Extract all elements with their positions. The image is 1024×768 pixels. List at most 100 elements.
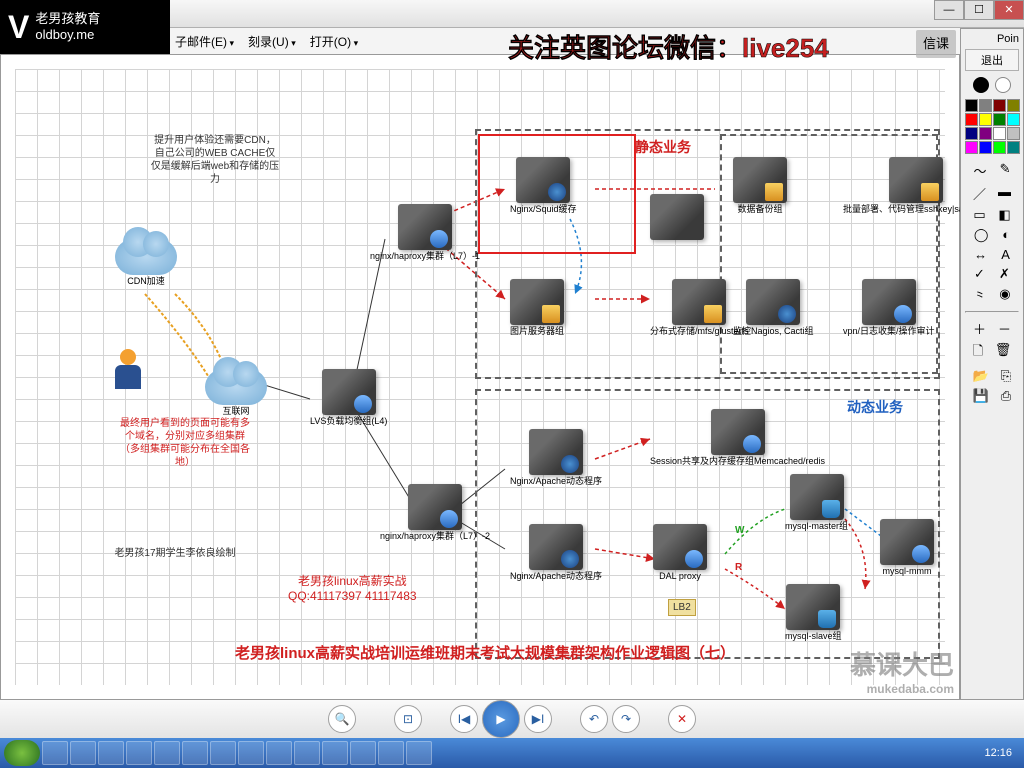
fill-tool-icon[interactable]: ◐ [1002, 227, 1010, 243]
rotate-cw-button[interactable]: ↷ [612, 705, 640, 733]
dal-proxy-server: DAL proxy [653, 524, 707, 582]
w-label: W [735, 524, 744, 537]
color-swatch[interactable] [993, 141, 1006, 154]
fg-color-swatch[interactable] [973, 77, 989, 93]
paint-toolbox: Poin 退出 〜✎ ／▬ ▭◧ ◯◐ ↔A ✓✗ ⺀◉ ＋－ 🗋🗑 📂⎘ 💾⎙ [960, 28, 1024, 700]
user-icon [115, 349, 141, 389]
lb2-label: LB2 [668, 599, 696, 616]
promo-text: 关注英图论坛微信：live254 [508, 28, 829, 65]
taskbar-app-7[interactable] [210, 741, 236, 765]
taskbar-clock[interactable]: 12:16 [976, 747, 1020, 759]
taskbar-app-10[interactable] [294, 741, 320, 765]
color-swatch[interactable] [1007, 141, 1020, 154]
color-palette [963, 99, 1021, 154]
text-tool-icon[interactable]: A [1001, 247, 1010, 262]
mysql-master-server: mysql-master组 [785, 474, 848, 532]
dynamic-region-label: 动态业务 [847, 397, 903, 417]
taskbar-app-4[interactable] [126, 741, 152, 765]
color-swatch[interactable] [993, 127, 1006, 140]
crop-tool-icon[interactable]: ⺀ [973, 286, 986, 305]
print-icon[interactable]: ⎙ [1001, 388, 1011, 404]
save-icon[interactable]: 💾 [973, 388, 989, 404]
contact-line2: QQ:41117397 41117483 [288, 589, 417, 605]
taskbar-app-12[interactable] [350, 741, 376, 765]
taskbar-app-6[interactable] [182, 741, 208, 765]
color-swatch[interactable] [993, 113, 1006, 126]
color-swatch[interactable] [979, 141, 992, 154]
taskbar-app-1[interactable] [42, 741, 68, 765]
mysql-mmm-server: mysql-mmm [880, 519, 934, 577]
taskbar-app-2[interactable] [70, 741, 96, 765]
menu-burn[interactable]: 刻录(U) [248, 33, 296, 50]
nagios-server: 监控Nagios, Cacti组 [733, 279, 814, 337]
apache1-server: Nginx/Apache动态程序 [510, 429, 602, 487]
haproxy2-server: nginx/haproxy集群（L7）-2 [380, 484, 490, 542]
zoom-out-icon[interactable]: － [998, 319, 1011, 338]
taskbar-app-5[interactable] [154, 741, 180, 765]
photo-viewer-controls: 🔍 ⊡ I◀ ▶ ▶I ↶ ↷ ✕ [0, 700, 1024, 738]
diagram-canvas: 静态业务 动态业务 提升用户体验还需要CDN，自己公司的WEB CACHE仅仅是… [15, 69, 945, 685]
marker-tool-icon[interactable]: ▬ [998, 184, 1011, 203]
maximize-button[interactable]: ☐ [964, 0, 994, 20]
color-swatch[interactable] [1007, 113, 1020, 126]
internet-cloud: 互联网 [205, 369, 267, 417]
cdn-note: 提升用户体验还需要CDN，自己公司的WEB CACHE仅仅是缓解后端web和存储… [150, 134, 280, 186]
slideshow-button[interactable]: ▶ [482, 700, 520, 738]
menu-open[interactable]: 打开(O) [310, 33, 358, 50]
color-swatch[interactable] [1007, 99, 1020, 112]
taskbar-app-9[interactable] [266, 741, 292, 765]
vpn-server: vpn/日志收集/操作审计 [843, 279, 935, 337]
eraser-tool-icon[interactable]: ◧ [998, 207, 1010, 223]
color-swatch[interactable] [1007, 127, 1020, 140]
menu-mail[interactable]: 子邮件(E) [175, 33, 234, 50]
pencil-tool-icon[interactable]: ✎ [1000, 161, 1011, 180]
color-swatch[interactable] [979, 113, 992, 126]
taskbar-app-11[interactable] [322, 741, 348, 765]
mysql-slave-server: mysql-slave组 [785, 584, 842, 642]
color-swatch[interactable] [979, 127, 992, 140]
delete-button[interactable]: ✕ [668, 705, 696, 733]
stamp-tool-icon[interactable]: ◉ [999, 286, 1010, 305]
color-swatch[interactable] [965, 113, 978, 126]
trash-icon[interactable]: 🗑 [995, 342, 1012, 364]
dist-storage-upper [650, 194, 704, 242]
window-controls: — ☐ ✕ [934, 0, 1024, 20]
actual-size-button[interactable]: ⊡ [394, 705, 422, 733]
cross-tool-icon[interactable]: ✗ [999, 266, 1010, 282]
logo-cn: 老男孩教育 [35, 11, 100, 27]
taskbar-app-8[interactable] [238, 741, 264, 765]
color-swatch[interactable] [993, 99, 1006, 112]
taskbar-app-3[interactable] [98, 741, 124, 765]
new-doc-icon[interactable]: 🗋 [973, 342, 983, 364]
logo-en: oldboy.me [35, 27, 100, 43]
open-icon[interactable]: 📂 [973, 368, 989, 384]
color-swatch[interactable] [965, 99, 978, 112]
rotate-ccw-button[interactable]: ↶ [580, 705, 608, 733]
taskbar-app-14[interactable] [406, 741, 432, 765]
haproxy1-server: nginx/haproxy集群（L7）-1 [370, 204, 480, 262]
check-tool-icon[interactable]: ✓ [974, 266, 985, 282]
rect-tool-icon[interactable]: ▭ [973, 207, 985, 223]
line-tool-icon[interactable]: ／ [973, 184, 986, 203]
zoom-in-icon[interactable]: ＋ [973, 319, 986, 338]
arrow-tool-icon[interactable]: ↔ [974, 247, 987, 262]
static-region-label: 静态业务 [635, 137, 691, 157]
taskbar: 12:16 [0, 738, 1024, 768]
minimize-button[interactable]: — [934, 0, 964, 20]
exit-button[interactable]: 退出 [965, 49, 1019, 71]
bg-color-swatch[interactable] [995, 77, 1011, 93]
cdn-cloud: CDN加速 [115, 239, 177, 287]
course-badge: 信课 [916, 30, 956, 58]
zoom-control-icon[interactable]: 🔍 [328, 705, 356, 733]
curve-tool-icon[interactable]: 〜 [974, 161, 987, 180]
start-button[interactable] [4, 740, 40, 766]
color-swatch[interactable] [965, 127, 978, 140]
copy-icon[interactable]: ⎘ [1001, 368, 1011, 384]
color-swatch[interactable] [979, 99, 992, 112]
color-swatch[interactable] [965, 141, 978, 154]
taskbar-app-13[interactable] [378, 741, 404, 765]
ellipse-tool-icon[interactable]: ◯ [974, 227, 989, 243]
close-button[interactable]: ✕ [994, 0, 1024, 20]
next-button[interactable]: ▶I [524, 705, 552, 733]
prev-button[interactable]: I◀ [450, 705, 478, 733]
